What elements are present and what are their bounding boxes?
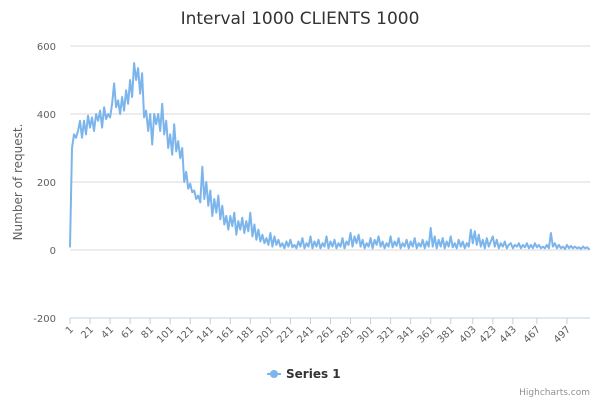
y-tick-label: -200: [33, 314, 56, 325]
y-tick-label: 600: [37, 42, 56, 53]
legend[interactable]: Series 1: [267, 367, 341, 381]
y-axis-tick-labels: -200 0 200 400 600: [33, 42, 56, 325]
y-tick-label: 0: [50, 246, 56, 257]
legend-item-series-1[interactable]: Series 1: [286, 367, 341, 381]
y-tick-label: 400: [37, 110, 56, 121]
legend-marker-icon: [270, 370, 278, 378]
y-tick-label: 200: [37, 178, 56, 189]
series-line: [69, 62, 590, 250]
credits-link[interactable]: Highcharts.com: [519, 388, 590, 398]
y-axis-title: Number of request.: [11, 124, 25, 241]
chart-title: Interval 1000 CLIENTS 1000: [181, 9, 420, 29]
series-layer: [69, 62, 590, 250]
